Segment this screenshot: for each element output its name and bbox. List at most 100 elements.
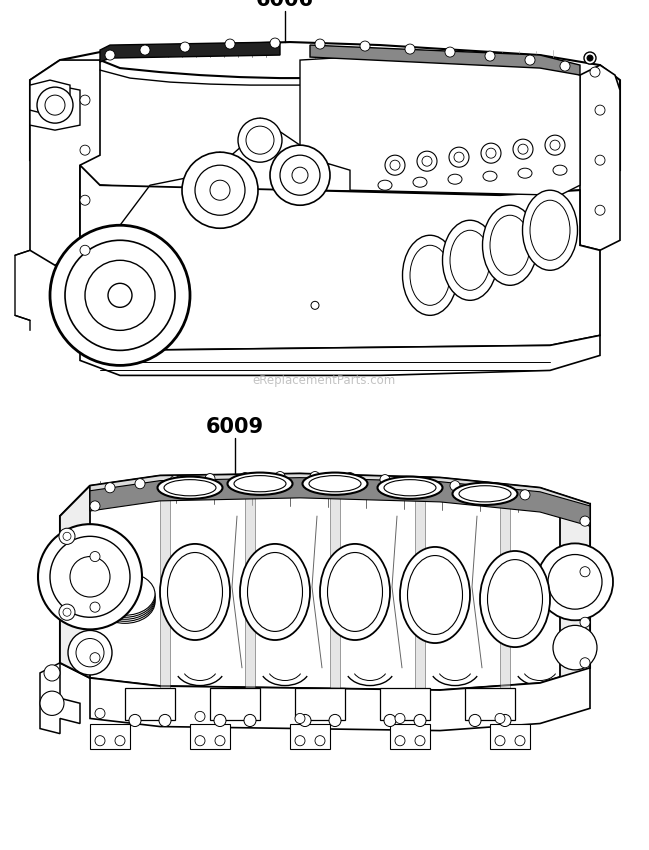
Ellipse shape (402, 235, 458, 315)
Ellipse shape (95, 581, 155, 623)
Polygon shape (415, 484, 425, 693)
Circle shape (210, 180, 230, 201)
Circle shape (495, 735, 505, 745)
Circle shape (90, 501, 100, 511)
Circle shape (414, 714, 426, 727)
Circle shape (50, 225, 190, 366)
Polygon shape (125, 688, 175, 721)
Circle shape (44, 665, 60, 681)
Circle shape (417, 151, 437, 171)
Ellipse shape (247, 552, 302, 632)
Circle shape (129, 714, 141, 727)
Circle shape (499, 714, 511, 727)
Circle shape (311, 302, 319, 309)
Circle shape (195, 735, 205, 745)
Ellipse shape (448, 174, 462, 184)
Polygon shape (245, 484, 255, 693)
Circle shape (310, 472, 320, 482)
Ellipse shape (378, 477, 443, 499)
Circle shape (95, 735, 105, 745)
Circle shape (65, 241, 175, 350)
Text: eReplacementParts.com: eReplacementParts.com (252, 374, 396, 387)
Ellipse shape (518, 168, 532, 178)
Circle shape (481, 143, 501, 163)
Circle shape (422, 156, 432, 167)
Circle shape (545, 135, 565, 156)
Circle shape (270, 38, 280, 48)
Circle shape (37, 87, 73, 123)
Circle shape (135, 479, 145, 489)
Circle shape (345, 473, 355, 483)
Polygon shape (380, 688, 430, 721)
Polygon shape (30, 85, 80, 130)
Ellipse shape (483, 171, 497, 181)
Circle shape (214, 714, 226, 727)
Circle shape (105, 50, 115, 60)
Polygon shape (160, 484, 170, 693)
Circle shape (68, 631, 112, 675)
Circle shape (405, 44, 415, 54)
Ellipse shape (530, 201, 570, 260)
Circle shape (525, 55, 535, 65)
Circle shape (395, 735, 405, 745)
Circle shape (63, 608, 71, 616)
Polygon shape (40, 663, 80, 734)
Circle shape (90, 653, 100, 663)
Ellipse shape (443, 220, 498, 300)
Ellipse shape (410, 246, 450, 305)
Circle shape (195, 165, 245, 215)
Ellipse shape (240, 544, 310, 640)
Ellipse shape (378, 180, 392, 190)
Circle shape (315, 39, 325, 49)
Circle shape (595, 205, 605, 215)
Circle shape (170, 476, 180, 485)
Polygon shape (500, 484, 510, 693)
Polygon shape (80, 331, 600, 376)
Polygon shape (30, 42, 620, 196)
Ellipse shape (408, 556, 463, 634)
Polygon shape (490, 723, 530, 749)
Circle shape (59, 528, 75, 544)
Circle shape (295, 735, 305, 745)
Circle shape (70, 557, 110, 597)
Circle shape (385, 156, 405, 175)
Ellipse shape (413, 177, 427, 187)
Polygon shape (60, 485, 90, 678)
Ellipse shape (302, 473, 367, 495)
Circle shape (159, 714, 171, 727)
Polygon shape (90, 473, 590, 516)
Circle shape (485, 484, 495, 495)
Circle shape (395, 713, 405, 723)
Circle shape (95, 708, 105, 718)
Circle shape (246, 126, 274, 154)
Ellipse shape (328, 552, 382, 632)
Circle shape (584, 52, 596, 64)
Circle shape (553, 626, 597, 670)
Circle shape (384, 714, 396, 727)
Circle shape (180, 42, 190, 52)
Ellipse shape (228, 473, 293, 495)
Circle shape (182, 152, 258, 229)
Text: 6006: 6006 (256, 0, 314, 10)
Circle shape (580, 516, 590, 526)
Circle shape (485, 51, 495, 61)
Circle shape (80, 145, 90, 156)
Ellipse shape (480, 551, 550, 647)
Polygon shape (30, 60, 100, 265)
Circle shape (105, 483, 115, 493)
Circle shape (486, 148, 496, 158)
Circle shape (275, 472, 285, 482)
Ellipse shape (522, 190, 578, 270)
Circle shape (495, 713, 505, 723)
Circle shape (520, 490, 530, 500)
Circle shape (469, 714, 481, 727)
Circle shape (580, 617, 590, 627)
Circle shape (50, 536, 130, 617)
Polygon shape (295, 688, 345, 721)
Circle shape (537, 543, 613, 620)
Circle shape (454, 152, 464, 162)
Ellipse shape (167, 552, 223, 632)
Circle shape (548, 554, 602, 609)
Ellipse shape (490, 215, 530, 275)
Circle shape (38, 524, 142, 629)
